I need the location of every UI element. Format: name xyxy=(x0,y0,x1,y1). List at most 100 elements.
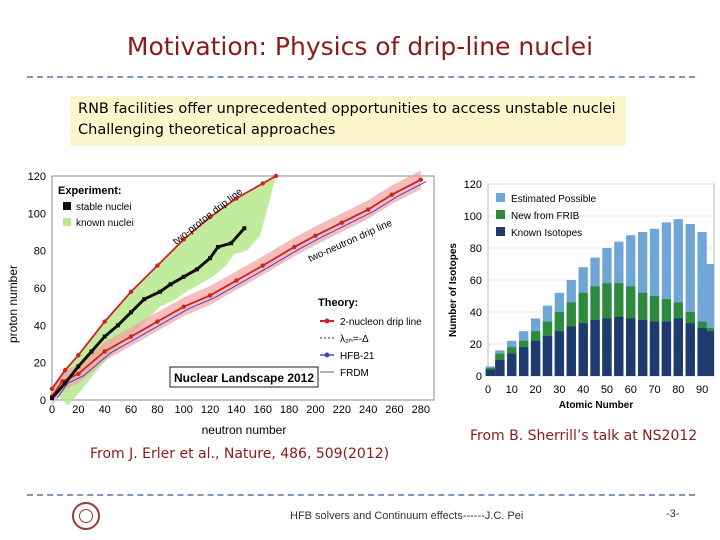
legend-known-nuclei: known nuclei xyxy=(76,218,134,229)
landscape-y-tick: 100 xyxy=(28,208,46,220)
isotopes-x-tick: 80 xyxy=(672,384,684,396)
isotopes-x-tick: 40 xyxy=(577,384,589,396)
known-isotopes-bar xyxy=(673,318,683,376)
legend-lambda: λ₂ₙ=-Δ xyxy=(340,334,369,345)
footer-text: HFB solvers and Continuum effects------J… xyxy=(290,510,524,522)
stable-nuclei-valley-line xyxy=(50,227,246,400)
two-neutron-drip-line-point xyxy=(76,371,81,377)
nuclear-landscape-chart: proton number neutron number 0 20 40 60 80 10… xyxy=(8,168,440,440)
isotopes-x-tick: 90 xyxy=(696,384,708,396)
note-line-1: RNB facilities offer unprecedented oppor… xyxy=(78,101,616,117)
landscape-y-tick: 0 xyxy=(40,395,46,407)
two-neutron-drip-line-point xyxy=(260,263,265,268)
known-isotopes-bar xyxy=(590,320,600,376)
stable-nucleus-point xyxy=(76,364,81,369)
stable-nucleus-point xyxy=(115,323,120,328)
isotopes-y-tick: 80 xyxy=(470,243,482,255)
two-proton-drip-line-point xyxy=(155,263,160,268)
isotopes-y-tick: 60 xyxy=(470,275,482,287)
known-isotopes-bar xyxy=(530,340,541,376)
stable-nucleus-point xyxy=(50,396,54,401)
motivation-note-box: RNB facilities offer unprecedented oppor… xyxy=(70,96,626,146)
known-isotopes-bar xyxy=(578,323,588,376)
two-neutron-drip-line-point xyxy=(292,244,297,250)
isotopes-legend: Estimated Possible New from FRIB Known I… xyxy=(496,193,596,239)
landscape-x-tick: 40 xyxy=(99,404,111,416)
two-neutron-drip-line-point xyxy=(418,177,424,182)
landscape-x-tick: 60 xyxy=(125,404,137,416)
known-isotopes-bar xyxy=(519,347,529,376)
two-neutron-drip-line-point xyxy=(207,293,213,298)
isotopes-y-tick: 20 xyxy=(470,339,482,351)
two-proton-drip-line-point xyxy=(260,181,265,186)
known-isotopes-bar xyxy=(485,369,496,376)
legend-known-swatch xyxy=(496,227,505,236)
hfb-21-line xyxy=(56,181,427,399)
landscape-x-tick: 160 xyxy=(254,404,272,416)
right-chart-caption: From B. Sherrill’s talk at NS2012 xyxy=(470,428,698,444)
legend-estimated-swatch xyxy=(496,193,505,202)
estimated-possible-bar xyxy=(685,224,695,376)
isotopes-x-tick: 60 xyxy=(625,384,637,396)
bottom-divider xyxy=(27,494,695,496)
stable-nucleus-point xyxy=(208,256,213,261)
landscape-y-tick: 20 xyxy=(34,358,46,370)
landscape-chart-title: Nuclear Landscape 2012 xyxy=(174,371,314,385)
legend-estimated-possible: Estimated Possible xyxy=(511,194,596,205)
isotopes-x-tick: 10 xyxy=(506,384,518,396)
landscape-y-tick: 40 xyxy=(34,320,46,332)
landscape-y-tick: 120 xyxy=(28,171,46,183)
known-isotopes-bar xyxy=(649,321,660,376)
legend-hfb-21: HFB-21 xyxy=(340,351,375,362)
isotopes-x-tick: 30 xyxy=(553,384,565,396)
university-seal-icon xyxy=(72,502,100,530)
two-neutron-drip-line-point xyxy=(102,349,107,354)
stable-nucleus-point xyxy=(194,267,199,272)
two-proton-drip-line-point xyxy=(273,173,279,179)
legend-new-from-frib: New from FRIB xyxy=(511,211,580,222)
known-isotopes-bar xyxy=(697,328,707,376)
two-proton-drip-line-point xyxy=(76,353,81,358)
known-isotopes-bar xyxy=(626,318,636,376)
isotopes-x-tick: 0 xyxy=(485,384,491,396)
landscape-x-tick: 100 xyxy=(175,404,193,416)
known-isotopes-bar xyxy=(507,353,517,376)
known-isotopes-bar xyxy=(685,323,695,376)
two-proton-drip-line-point xyxy=(102,319,107,324)
isotopes-y-tick: 100 xyxy=(464,211,482,223)
two-neutron-drip-line-point xyxy=(339,220,344,225)
known-isotopes-bar xyxy=(661,321,672,376)
landscape-y-tick: 80 xyxy=(34,246,46,258)
two-neutron-drip-line-line xyxy=(51,178,422,397)
experiment-legend: Experiment: stable nuclei known nuclei xyxy=(58,185,134,229)
legend-frdm: FRDM xyxy=(340,368,369,379)
two-proton-drip-line-point xyxy=(49,386,55,391)
landscape-x-tick: 240 xyxy=(359,404,377,416)
two-proton-drip-line-point xyxy=(62,367,68,373)
theory-legend: Theory: 2-nucleon drip line λ₂ₙ=-Δ HFB-2… xyxy=(318,297,422,379)
landscape-x-tick: 20 xyxy=(72,404,84,416)
known-isotopes-bar xyxy=(495,360,505,376)
stable-nucleus-point xyxy=(242,226,247,231)
isotopes-y-tick: 120 xyxy=(464,179,482,191)
stable-nucleus-point xyxy=(158,289,163,294)
isotopes-y-tick: 40 xyxy=(470,307,482,319)
left-chart-caption: From J. Erler et al., Nature, 486, 509(2… xyxy=(90,446,390,462)
stable-nucleus-point xyxy=(142,297,147,302)
legend-drip-line-marker xyxy=(324,318,330,324)
known-isotopes-bar xyxy=(637,320,648,376)
page-number: -3- xyxy=(666,508,680,520)
two-neutron-drip-line-point xyxy=(181,304,186,309)
stable-nuclei-swatch xyxy=(63,202,71,210)
experiment-legend-title: Experiment: xyxy=(58,185,122,197)
known-isotopes-bar xyxy=(554,331,565,376)
two-neutron-drip-line-point xyxy=(234,278,239,283)
estimated-possible-bar xyxy=(704,264,714,376)
landscape-x-tick: 80 xyxy=(151,404,163,416)
stable-nucleus-point xyxy=(89,349,94,354)
two-neutron-drip-line-point xyxy=(155,319,160,324)
two-proton-drip-line-point xyxy=(207,214,213,220)
landscape-y-axis-label: proton number xyxy=(8,265,20,343)
legend-known-isotopes: Known Isotopes xyxy=(511,228,582,239)
top-divider xyxy=(27,76,695,78)
